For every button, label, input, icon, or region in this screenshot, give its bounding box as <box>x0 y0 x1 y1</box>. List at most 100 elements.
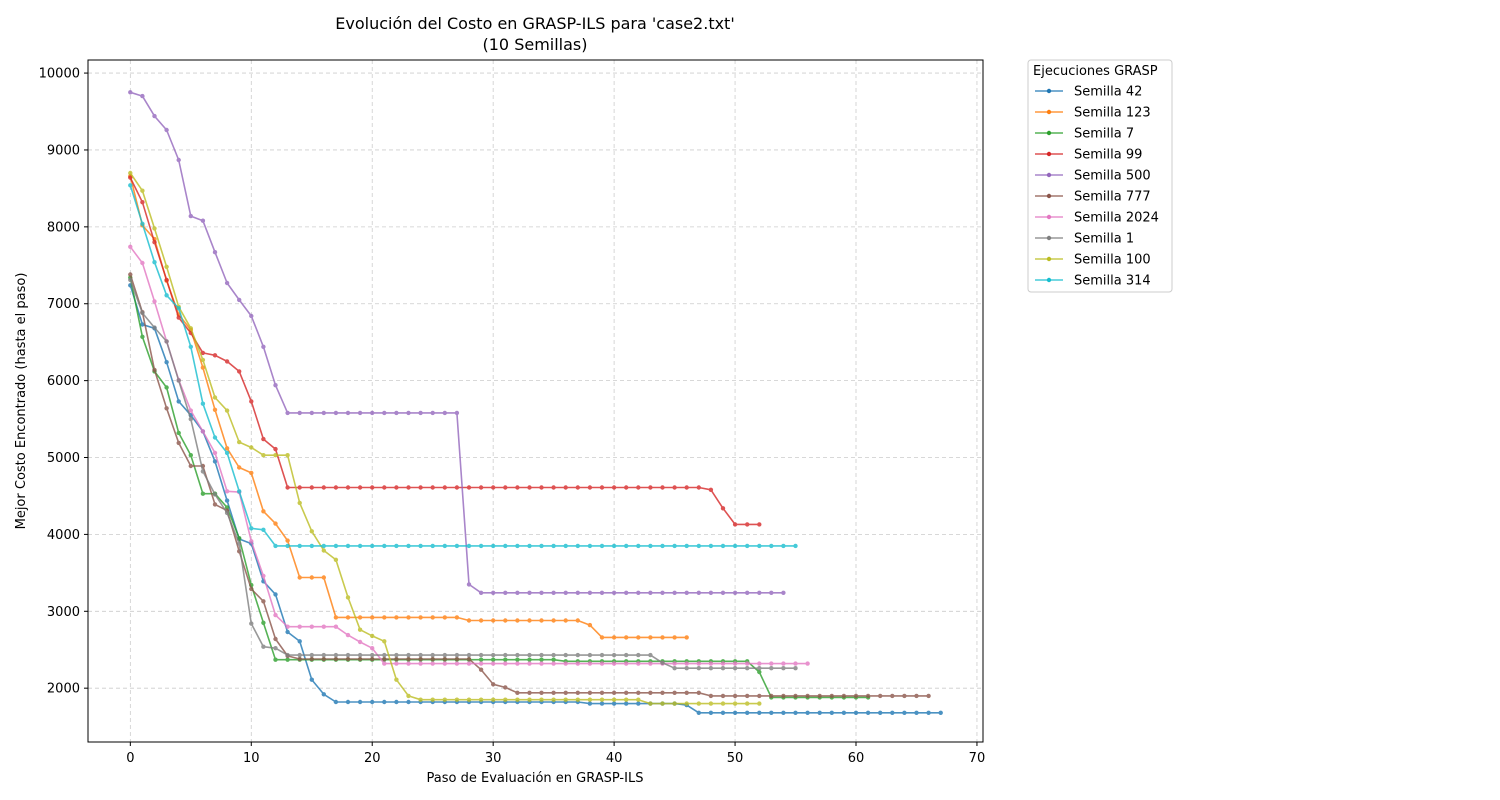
data-point <box>321 656 326 662</box>
data-point <box>454 656 460 662</box>
data-point <box>563 690 568 695</box>
data-point <box>515 690 520 695</box>
data-point <box>382 639 387 644</box>
data-point <box>708 543 714 549</box>
data-point <box>128 277 133 283</box>
data-point <box>430 697 435 702</box>
data-point <box>503 697 508 702</box>
data-point <box>237 439 242 445</box>
data-point <box>865 710 871 715</box>
series-semilla-314 <box>128 183 798 549</box>
data-point <box>466 618 472 623</box>
data-point <box>575 485 580 490</box>
data-point <box>611 701 617 706</box>
legend-item: Semilla 100 <box>1035 253 1151 268</box>
data-point <box>285 410 290 416</box>
data-point <box>212 353 218 358</box>
data-point <box>333 557 339 562</box>
data-point <box>599 652 605 658</box>
data-point <box>370 652 375 658</box>
data-point <box>442 543 447 549</box>
data-point <box>321 575 326 580</box>
data-point <box>273 383 278 388</box>
data-point <box>128 244 133 249</box>
data-point <box>285 543 290 549</box>
data-point <box>309 652 314 658</box>
data-point <box>128 90 133 95</box>
data-point <box>684 666 689 671</box>
data-point <box>297 500 302 506</box>
data-point <box>527 618 532 623</box>
data-point <box>720 701 726 706</box>
data-point <box>720 693 726 699</box>
data-point <box>128 170 133 176</box>
data-point <box>503 543 508 549</box>
data-point <box>672 590 677 595</box>
data-point <box>503 652 508 658</box>
data-point <box>902 710 907 715</box>
data-point <box>297 652 302 658</box>
data-point <box>745 666 750 671</box>
series-line <box>129 285 941 714</box>
data-point <box>587 590 593 595</box>
legend-swatch-marker <box>1046 193 1052 199</box>
data-point <box>237 489 242 494</box>
data-point <box>599 543 605 549</box>
data-point <box>454 410 460 416</box>
data-point <box>793 710 798 715</box>
data-point <box>370 646 375 651</box>
series-semilla-99 <box>128 175 762 527</box>
data-point <box>370 410 375 416</box>
data-point <box>865 693 871 699</box>
data-point <box>708 661 714 666</box>
data-point <box>648 543 653 549</box>
data-point <box>224 505 230 510</box>
data-point <box>491 618 496 623</box>
legend-item: Semilla 777 <box>1035 190 1151 205</box>
data-point <box>636 543 641 549</box>
ticks: 0 10 20 30 40 50 60 70 2000 3000 4000 5000 6000 7000 8… <box>39 67 986 766</box>
y-tick-label: 9000 <box>47 143 80 158</box>
data-point <box>757 522 762 527</box>
legend-items: Semilla 42 Semilla 123 Semilla 7 Semilla 99… <box>1035 85 1159 289</box>
data-point <box>394 615 399 620</box>
legend-swatch-marker <box>1046 151 1052 157</box>
data-point <box>309 410 314 416</box>
data-point <box>357 627 363 632</box>
data-point <box>430 485 435 490</box>
data-point <box>587 701 593 706</box>
legend-item: Semilla 99 <box>1035 148 1142 163</box>
data-point <box>684 543 689 549</box>
data-point <box>454 661 460 666</box>
data-point <box>309 485 314 490</box>
data-point <box>200 218 206 223</box>
series-semilla-500 <box>128 90 786 595</box>
data-point <box>575 618 580 623</box>
data-point <box>188 416 193 422</box>
data-point <box>587 543 593 549</box>
data-point <box>261 453 266 458</box>
data-point <box>454 543 460 549</box>
data-point <box>781 661 786 666</box>
data-point <box>696 701 701 706</box>
data-point <box>745 701 750 706</box>
data-point <box>249 539 254 544</box>
data-point <box>478 657 484 662</box>
data-point <box>345 652 351 658</box>
data-point <box>333 624 339 629</box>
data-point <box>357 652 363 658</box>
data-point <box>636 701 641 706</box>
data-point <box>599 697 605 702</box>
x-tick-label: 30 <box>485 751 502 766</box>
data-point <box>696 661 701 666</box>
data-point <box>491 697 496 702</box>
data-point <box>466 582 472 587</box>
data-point <box>491 590 496 595</box>
data-point <box>732 693 738 699</box>
data-point <box>745 590 750 595</box>
data-point <box>345 595 351 600</box>
data-point <box>878 693 883 699</box>
legend-label: Semilla 1 <box>1074 232 1134 247</box>
x-tick-label: 60 <box>848 751 865 766</box>
data-point <box>333 615 339 620</box>
